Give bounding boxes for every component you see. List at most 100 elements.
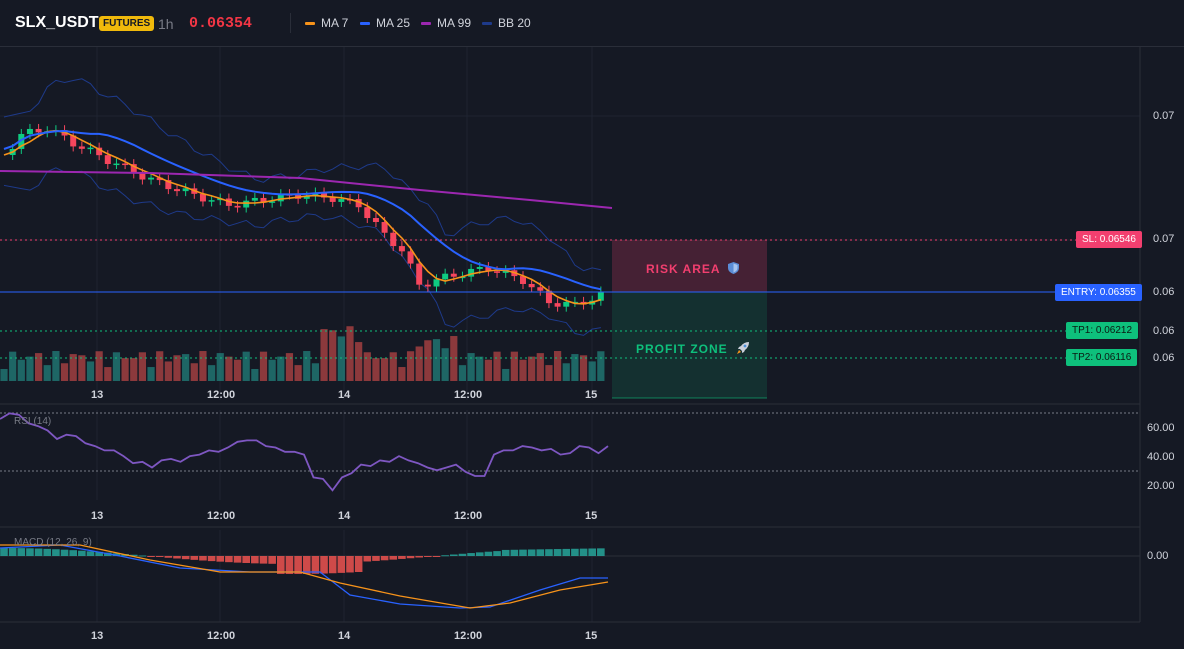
tp2-tag[interactable]: TP2: 0.06116 <box>1066 349 1138 366</box>
macd-histogram-bar <box>69 550 77 556</box>
volume-bar <box>277 356 285 381</box>
macd-tick: 0.00 <box>1147 550 1169 562</box>
macd-histogram-bar <box>173 556 181 559</box>
price-tick: 0.06 <box>1153 325 1175 337</box>
tp1-tag[interactable]: TP1: 0.06212 <box>1066 322 1139 339</box>
volume-bar <box>86 361 95 381</box>
profit-zone-text: PROFIT ZONE <box>636 342 728 356</box>
volume-bar <box>182 354 190 381</box>
macd-histogram-bar <box>242 556 250 564</box>
volume-bar <box>259 351 268 381</box>
macd-histogram-bar <box>380 556 389 561</box>
ma99-line <box>0 170 613 209</box>
macd-histogram-bar <box>597 548 605 556</box>
volume-bar <box>285 353 294 381</box>
candle-body <box>563 301 570 307</box>
macd-histogram-bar <box>493 551 501 556</box>
futures-badge: FUTURES <box>99 16 155 31</box>
macd-histogram-bar <box>501 549 510 556</box>
volume-bar <box>432 339 441 381</box>
macd-histogram-bar <box>52 549 60 556</box>
macd-histogram-bar <box>372 556 380 561</box>
volume-bar <box>173 355 181 381</box>
volume-bar <box>60 363 69 381</box>
time-tick: 12:00 <box>454 630 483 642</box>
entry-tag[interactable]: ENTRY: 0.06355 <box>1055 284 1142 301</box>
candle-body <box>87 147 94 150</box>
volume-bar <box>381 358 389 381</box>
macd-histogram-bar <box>363 556 372 562</box>
macd-histogram-bar <box>277 556 285 574</box>
time-tick: 13 <box>91 510 104 522</box>
macd-histogram-bar <box>389 556 398 560</box>
legend-ma25[interactable]: MA 25 <box>360 16 410 30</box>
shield-icon <box>728 262 740 274</box>
time-tick: 15 <box>585 389 598 401</box>
candle-body <box>554 303 561 307</box>
macd-histogram-bar <box>251 556 259 564</box>
macd-title: MACD (12, 26, 9) <box>14 537 92 548</box>
macd-histogram-bar <box>155 556 164 558</box>
macd-histogram-bar <box>510 549 519 556</box>
volume-bar <box>320 329 328 381</box>
time-tick: 12:00 <box>207 389 236 401</box>
time-tick: 13 <box>91 389 104 401</box>
macd-line <box>0 544 608 609</box>
candle-body <box>182 188 189 192</box>
legend-bb20-label: BB 20 <box>498 16 531 30</box>
macd-histogram-bar <box>475 552 484 556</box>
candle-body <box>390 232 397 247</box>
volume-bar <box>233 359 242 381</box>
volume-bar <box>311 363 319 381</box>
macd-histogram-bar <box>138 555 147 557</box>
volume-bar <box>112 352 121 381</box>
rsi-tick: 40.00 <box>1147 451 1175 463</box>
candle-body <box>243 200 250 208</box>
candle-body <box>122 163 129 166</box>
macd-histogram-bar <box>26 548 34 556</box>
candle-body <box>468 268 475 277</box>
macd-histogram-bar <box>467 553 475 556</box>
volume-bar <box>69 354 77 381</box>
macd-histogram-bar <box>519 549 527 556</box>
risk-area-text: RISK AREA <box>646 262 721 276</box>
candle-body <box>520 276 526 284</box>
rsi-tick: 60.00 <box>1147 422 1175 434</box>
profit-zone-label: PROFIT ZONE <box>636 339 750 356</box>
bb20-swatch <box>482 21 492 25</box>
volume-bar <box>329 330 337 381</box>
macd-histogram-bar <box>129 554 138 556</box>
ma99-swatch <box>421 21 431 25</box>
volume-bar <box>493 351 501 381</box>
bollinger-upper-band <box>3 78 602 272</box>
macd-histogram-bar <box>450 554 458 556</box>
price-tick: 0.07 <box>1153 110 1175 122</box>
volume-bar <box>43 365 51 381</box>
bollinger-lower-band <box>3 167 601 336</box>
macd-histogram-bar <box>43 548 52 556</box>
macd-histogram-bar <box>458 553 467 556</box>
volume-bar <box>458 365 467 381</box>
candle-body <box>433 279 440 287</box>
macd-histogram-bar <box>579 548 588 556</box>
volume-bar <box>208 365 216 381</box>
macd-histogram-bar <box>320 556 328 574</box>
symbol-name[interactable]: SLX_USDT <box>15 14 99 31</box>
legend-bb20[interactable]: BB 20 <box>482 16 531 30</box>
macd-histogram-bar <box>545 549 553 556</box>
legend-ma7[interactable]: MA 7 <box>305 16 348 30</box>
macd-histogram-bar <box>346 556 354 573</box>
macd-histogram-bar <box>328 556 337 574</box>
candle-body <box>35 128 42 133</box>
stop-loss-tag[interactable]: SL: 0.06546 <box>1076 231 1142 248</box>
time-tick: 12:00 <box>454 389 483 401</box>
time-tick: 12:00 <box>207 630 236 642</box>
volume-bar <box>476 356 484 381</box>
candle-body <box>321 192 328 198</box>
timeframe-label[interactable]: 1h <box>158 16 174 32</box>
legend-ma99[interactable]: MA 99 <box>421 16 471 30</box>
volume-bar <box>35 353 43 381</box>
candle-body <box>234 205 241 208</box>
macd-histogram-bar <box>147 556 155 557</box>
